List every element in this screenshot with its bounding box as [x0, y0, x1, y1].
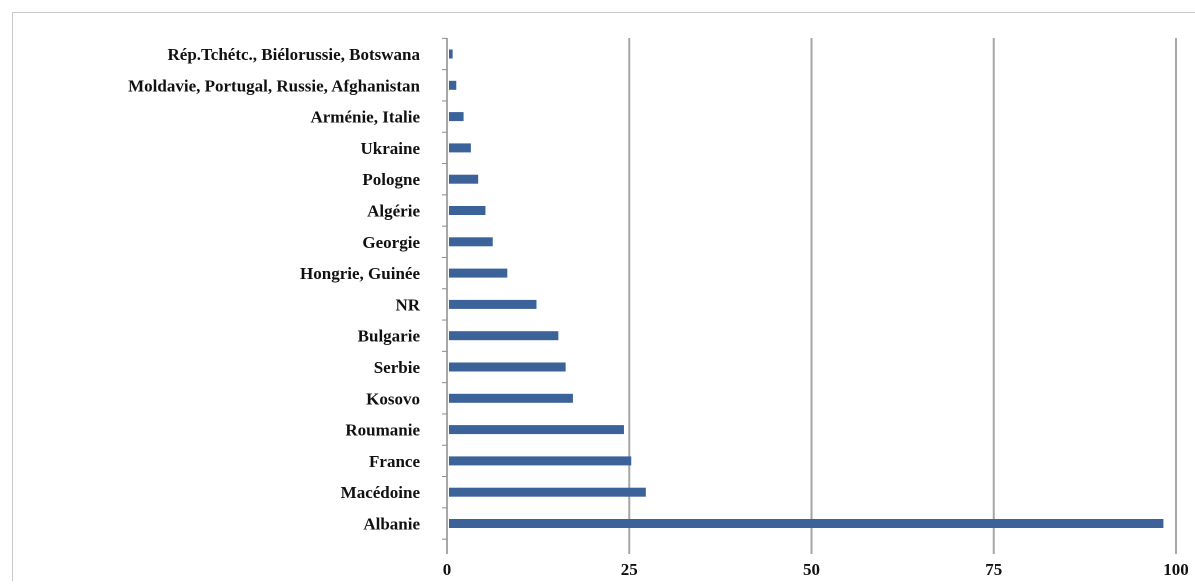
bar [449, 456, 632, 466]
bar [449, 237, 493, 247]
bar [449, 299, 537, 309]
category-label: France [369, 452, 420, 471]
x-tick-label: 75 [985, 560, 1002, 579]
bars [449, 49, 1164, 528]
bar [449, 425, 624, 435]
category-label: Algérie [367, 202, 420, 221]
bar [449, 487, 646, 497]
category-label: Albanie [363, 515, 420, 534]
bar [449, 143, 471, 153]
category-label: Pologne [362, 170, 420, 189]
x-tick-label: 0 [443, 560, 452, 579]
category-label: Macédoine [341, 483, 421, 502]
category-label: Georgie [362, 233, 420, 252]
x-tick-labels: 0 25 50 75 100 [443, 560, 1189, 579]
bar [449, 268, 508, 278]
frame-top-border [12, 12, 1195, 13]
category-labels: Rép.Tchétc., Biélorussie, Botswana Moldav… [128, 45, 421, 534]
category-label: Ukraine [361, 139, 421, 158]
y-axis [442, 37, 448, 554]
x-tick-label: 25 [621, 560, 638, 579]
bar [449, 174, 479, 184]
bar [449, 362, 566, 372]
bar [449, 49, 453, 59]
bar [449, 519, 1164, 528]
category-label: Bulgarie [358, 327, 421, 346]
bar [449, 206, 486, 215]
category-label: Moldavie, Portugal, Russie, Afghanistan [128, 76, 420, 95]
frame-left-border [12, 12, 13, 581]
x-tick-label: 50 [803, 560, 820, 579]
bar [449, 80, 457, 90]
category-label: Rép.Tchétc., Biélorussie, Botswana [168, 45, 421, 64]
category-label: Hongrie, Guinée [300, 264, 420, 283]
category-label: Arménie, Italie [310, 108, 420, 127]
category-label: Serbie [374, 358, 421, 377]
x-tick-label: 100 [1163, 560, 1189, 579]
grid-lines [628, 38, 1177, 554]
category-label: Roumanie [345, 421, 420, 440]
bar [449, 393, 573, 403]
bar [449, 331, 559, 341]
category-label: Kosovo [366, 389, 420, 408]
category-label: NR [395, 295, 420, 314]
bar [449, 112, 464, 122]
